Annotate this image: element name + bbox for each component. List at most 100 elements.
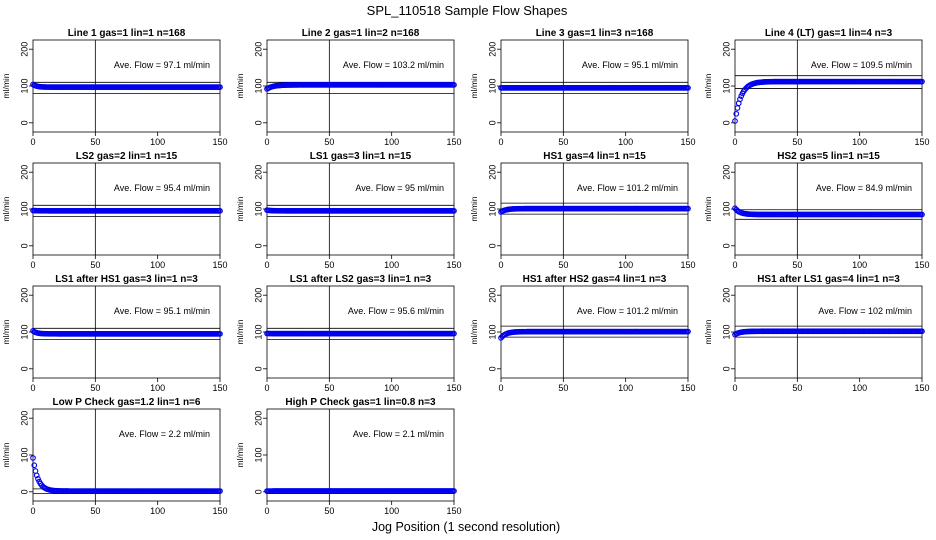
y-axis-label: ml/min [235, 442, 245, 467]
y-tick-label: 0 [721, 366, 731, 371]
data-point [30, 455, 36, 461]
panel-title: LS2 gas=2 lin=1 n=15 [76, 151, 178, 162]
panel-title: Low P Check gas=1.2 lin=1 n=6 [53, 397, 201, 408]
y-tick-label: 100 [721, 201, 731, 216]
y-axis-label: ml/min [1, 319, 11, 344]
x-tick-label: 150 [446, 137, 461, 147]
y-tick-label: 200 [721, 42, 731, 57]
data-series [30, 81, 223, 90]
plot-frame [734, 39, 923, 133]
ave-flow-annotation: Ave. Flow = 97.1 ml/min [114, 60, 210, 70]
y-tick-label: 100 [19, 201, 29, 216]
x-tick-label: 0 [732, 137, 737, 147]
plot-frame [266, 408, 455, 502]
x-tick-label: 150 [446, 506, 461, 516]
data-point [451, 330, 457, 337]
data-point [217, 84, 223, 90]
data-series [30, 328, 223, 337]
x-tick-label: 0 [498, 383, 503, 393]
x-axis: 0 50 100 150 [498, 255, 696, 270]
panel: LS1 gas=3 lin=1 n=15 0 50 100 150 0 100 200 ml/m… [235, 151, 462, 270]
y-tick-label: 200 [253, 165, 263, 180]
x-tick-label: 50 [324, 506, 334, 516]
y-axis: 0 100 200 [253, 42, 267, 125]
x-tick-label: 0 [732, 383, 737, 393]
ave-flow-annotation: Ave. Flow = 102 ml/min [818, 306, 912, 316]
figure-x-axis-label: Jog Position (1 second resolution) [372, 520, 560, 534]
panel: LS2 gas=2 lin=1 n=15 0 50 100 150 0 100 200 ml/m… [1, 151, 228, 270]
x-tick-label: 150 [212, 383, 227, 393]
y-tick-label: 100 [253, 324, 263, 339]
x-tick-label: 150 [446, 260, 461, 270]
panel: Line 2 gas=1 lin=2 n=168 0 50 100 150 0 100 200… [235, 28, 462, 147]
y-tick-label: 100 [19, 324, 29, 339]
figure-title: SPL_110518 Sample Flow Shapes [367, 3, 568, 18]
x-tick-label: 150 [680, 383, 695, 393]
x-axis: 0 50 100 150 [732, 255, 930, 270]
panel: LS1 after HS1 gas=3 lin=1 n=3 0 50 100 150 0 1… [1, 274, 228, 393]
data-series [498, 205, 691, 215]
x-tick-label: 100 [150, 260, 165, 270]
y-tick-label: 0 [487, 366, 497, 371]
y-tick-label: 0 [253, 366, 263, 371]
data-series [498, 84, 691, 91]
y-axis: 0 100 200 [721, 288, 735, 371]
x-tick-label: 50 [558, 383, 568, 393]
y-tick-label: 100 [487, 201, 497, 216]
ave-flow-annotation: Ave. Flow = 2.2 ml/min [119, 429, 210, 439]
data-point [733, 110, 740, 117]
y-axis: 0 100 200 [19, 411, 33, 494]
y-tick-label: 0 [253, 243, 263, 248]
y-axis-label: ml/min [235, 319, 245, 344]
y-tick-label: 200 [253, 411, 263, 426]
data-series [732, 78, 925, 124]
x-tick-label: 100 [150, 383, 165, 393]
panel-title: Line 1 gas=1 lin=1 n=168 [68, 28, 186, 39]
y-axis-label: ml/min [1, 442, 11, 467]
y-tick-label: 100 [19, 447, 29, 462]
x-tick-label: 150 [914, 137, 929, 147]
y-tick-label: 200 [487, 42, 497, 57]
panel: Line 1 gas=1 lin=1 n=168 0 50 100 150 0 100 200… [1, 28, 228, 147]
data-series [732, 328, 925, 338]
data-point [734, 105, 741, 111]
data-point [451, 488, 457, 494]
panel-title: Line 2 gas=1 lin=2 n=168 [302, 28, 420, 39]
panel-title: High P Check gas=1 lin=0.8 n=3 [285, 397, 436, 408]
y-axis: 0 100 200 [721, 42, 735, 125]
y-tick-label: 100 [487, 78, 497, 93]
x-tick-label: 100 [384, 506, 399, 516]
x-tick-label: 0 [30, 383, 35, 393]
y-tick-label: 0 [253, 120, 263, 125]
panel: HS1 gas=4 lin=1 n=15 0 50 100 150 0 100 200 ml/m… [469, 151, 696, 270]
x-tick-label: 150 [680, 137, 695, 147]
y-tick-label: 0 [19, 489, 29, 494]
ave-flow-annotation: Ave. Flow = 95.6 ml/min [348, 306, 444, 316]
x-tick-label: 150 [914, 383, 929, 393]
panel-title: LS1 after LS2 gas=3 lin=1 n=3 [290, 274, 432, 285]
y-tick-label: 100 [19, 78, 29, 93]
ave-flow-annotation: Ave. Flow = 95.4 ml/min [114, 183, 210, 193]
x-tick-label: 50 [792, 260, 802, 270]
x-tick-label: 0 [264, 260, 269, 270]
y-axis: 0 100 200 [19, 165, 33, 248]
y-axis-label: ml/min [469, 196, 479, 221]
panel: Line 3 gas=1 lin=3 n=168 0 50 100 150 0 100 200… [469, 28, 696, 147]
panel-title: HS1 after LS1 gas=4 lin=1 n=3 [757, 274, 900, 285]
x-tick-label: 100 [852, 137, 867, 147]
x-tick-label: 100 [384, 383, 399, 393]
x-tick-label: 100 [150, 137, 165, 147]
y-tick-label: 200 [721, 165, 731, 180]
data-point [685, 84, 691, 91]
ave-flow-annotation: Ave. Flow = 101.2 ml/min [577, 183, 678, 193]
x-axis: 0 50 100 150 [498, 132, 696, 147]
x-tick-label: 0 [732, 260, 737, 270]
y-tick-label: 200 [721, 288, 731, 303]
panel-title: HS1 gas=4 lin=1 n=15 [543, 151, 646, 162]
y-tick-label: 100 [487, 324, 497, 339]
data-point [919, 78, 925, 85]
x-tick-label: 150 [680, 260, 695, 270]
y-tick-label: 0 [721, 120, 731, 125]
y-tick-label: 100 [253, 201, 263, 216]
x-tick-label: 100 [618, 260, 633, 270]
